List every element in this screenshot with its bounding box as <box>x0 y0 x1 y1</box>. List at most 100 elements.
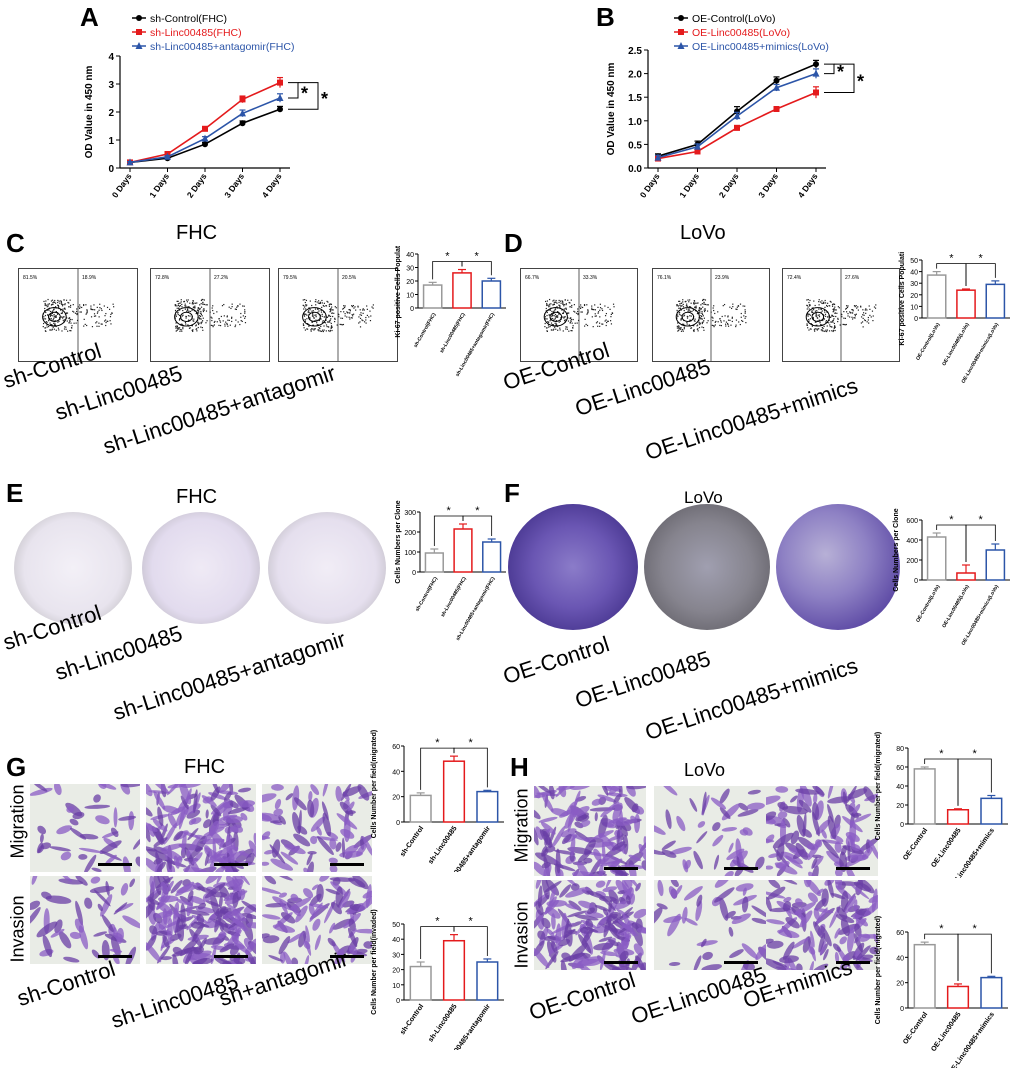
event-dot <box>561 309 563 311</box>
event-dot <box>64 308 66 310</box>
legend-marker <box>136 29 142 35</box>
event-dot <box>720 320 722 322</box>
event-dot <box>697 330 699 332</box>
stained-cell <box>93 931 108 937</box>
event-dot <box>730 324 732 326</box>
event-dot <box>325 330 327 332</box>
stained-cell <box>160 881 169 895</box>
event-dot <box>200 321 202 324</box>
stained-cell <box>668 962 681 966</box>
event-dot <box>203 308 205 310</box>
event-dot <box>45 300 47 302</box>
event-dot <box>833 310 835 312</box>
event-dot <box>177 328 179 330</box>
stained-cell <box>149 925 158 935</box>
event-dot <box>110 323 112 325</box>
event-dot <box>714 321 716 323</box>
event-dot <box>192 329 194 331</box>
stained-cell <box>834 880 843 890</box>
event-dot <box>336 324 338 326</box>
stained-cell <box>314 836 338 841</box>
significance-star: * <box>447 505 452 517</box>
event-dot <box>694 306 696 308</box>
event-dot <box>363 321 366 323</box>
event-dot <box>736 306 738 308</box>
event-dot <box>563 305 565 307</box>
event-dot <box>811 307 813 309</box>
event-dot <box>701 322 703 325</box>
event-dot <box>821 330 823 332</box>
event-dot <box>313 317 315 319</box>
event-dot <box>574 322 576 324</box>
event-dot <box>326 325 328 328</box>
y-tick-label: 0 <box>396 820 400 827</box>
event-dot <box>226 322 228 325</box>
event-dot <box>811 325 813 327</box>
event-dot <box>243 305 245 307</box>
event-dot <box>806 299 808 301</box>
event-dot <box>54 299 56 302</box>
event-dot <box>100 323 102 325</box>
event-dot <box>686 317 689 319</box>
stained-cell <box>545 906 561 919</box>
event-dot <box>808 301 810 304</box>
event-dot <box>570 318 573 321</box>
event-dot <box>819 301 822 303</box>
event-dot <box>212 326 214 328</box>
event-dot <box>729 319 731 321</box>
event-dot <box>306 314 308 316</box>
event-dot <box>687 299 689 301</box>
event-dot <box>197 307 199 309</box>
cell-stain <box>654 880 766 970</box>
stained-cell <box>335 786 342 802</box>
event-dot <box>815 328 817 330</box>
event-dot <box>823 325 825 328</box>
event-dot <box>572 327 574 329</box>
event-dot <box>319 327 321 330</box>
stained-cell <box>293 797 307 811</box>
event-dot <box>323 329 325 331</box>
stained-cell <box>810 930 815 948</box>
event-dot <box>846 306 849 308</box>
event-dot <box>95 322 97 324</box>
event-dot <box>51 319 53 321</box>
transwell-image <box>654 880 766 970</box>
event-dot <box>44 310 46 312</box>
event-dot <box>365 322 367 324</box>
flow-scatter: 72.4% 27.6% <box>787 269 877 361</box>
event-dot <box>599 307 602 309</box>
event-dot <box>549 303 551 305</box>
stained-cell <box>854 923 862 937</box>
stained-cell <box>813 793 818 804</box>
event-dot <box>302 304 304 306</box>
bar <box>926 536 947 581</box>
event-dot <box>365 316 367 319</box>
stained-cell <box>146 902 155 923</box>
event-dot <box>321 315 323 317</box>
stained-cell <box>333 948 345 964</box>
stained-cell <box>236 800 256 808</box>
stained-cell <box>99 850 122 861</box>
event-dot <box>192 303 194 305</box>
event-dot <box>343 305 345 307</box>
event-dot <box>822 302 824 305</box>
event-dot <box>197 308 199 310</box>
x-tick-label: 0 Days <box>110 171 134 199</box>
event-dot <box>181 306 183 308</box>
event-dot <box>828 305 830 307</box>
event-dot <box>828 322 830 324</box>
stained-cell <box>585 890 606 899</box>
stained-cell <box>726 848 745 861</box>
stained-cell <box>151 784 170 794</box>
event-dot <box>686 321 688 324</box>
event-dot <box>339 323 341 326</box>
event-dot <box>96 312 99 314</box>
row-label-g-migration: Migration <box>7 784 28 859</box>
event-dot <box>312 314 314 316</box>
event-dot <box>57 304 60 307</box>
stained-cell <box>819 940 826 956</box>
cell-stain <box>654 786 765 876</box>
event-dot <box>311 328 313 330</box>
y-tick-label: 20 <box>392 795 400 802</box>
